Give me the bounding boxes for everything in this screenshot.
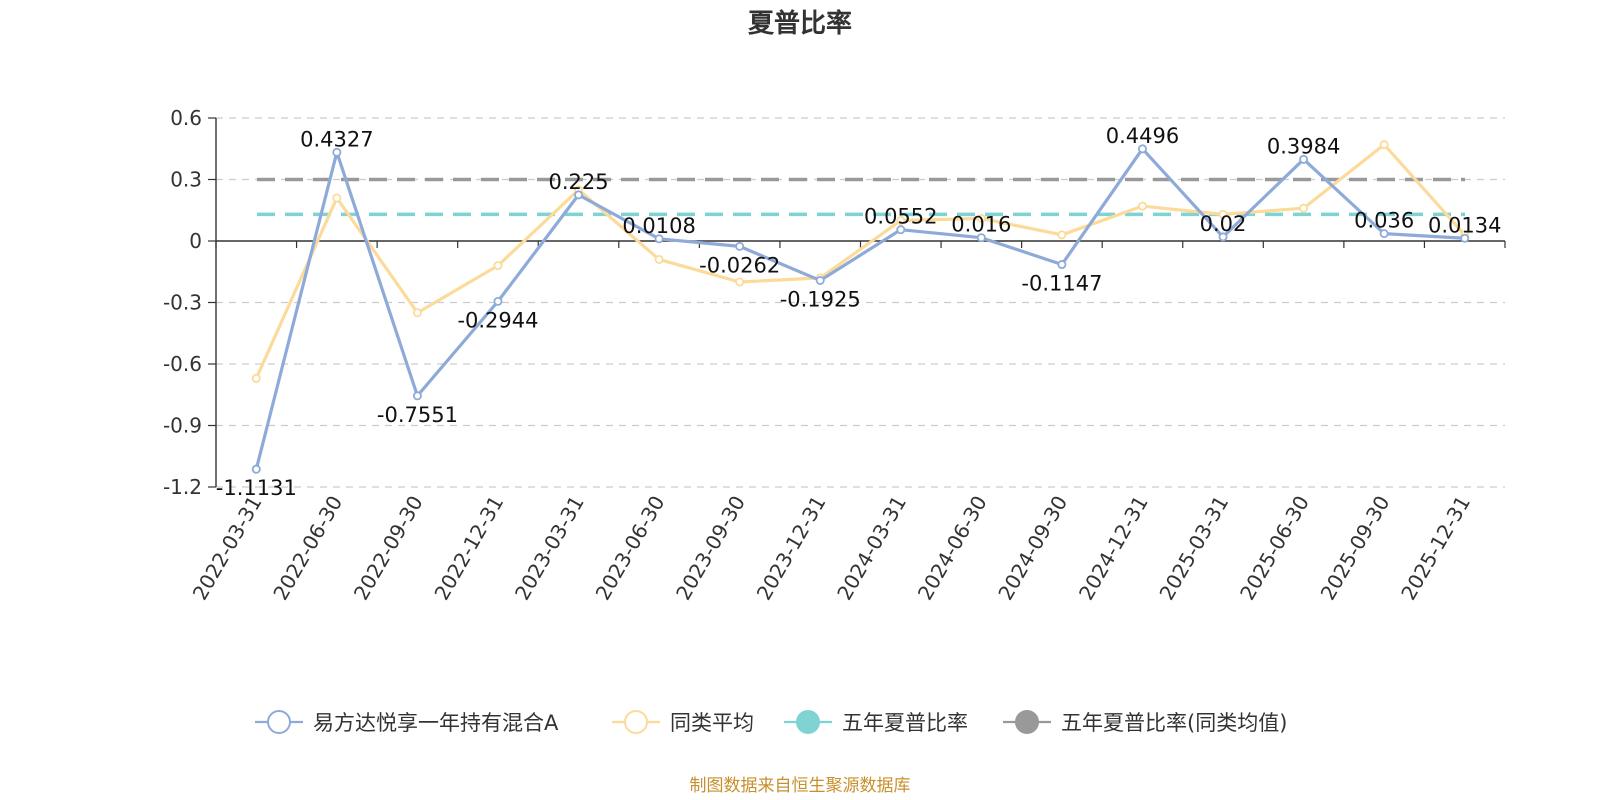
data-label: 0.036 xyxy=(1354,209,1414,233)
x-tick-label: 2022-03-31 xyxy=(188,492,267,605)
fund-point xyxy=(574,190,584,200)
x-tick-label: 2023-12-31 xyxy=(752,492,831,605)
fund-point xyxy=(493,296,503,306)
y-tick-label: 0.6 xyxy=(170,106,202,130)
x-tick-label: 2023-06-30 xyxy=(591,492,670,605)
x-tick-label: 2022-09-30 xyxy=(349,492,428,605)
data-label: -0.2944 xyxy=(457,308,538,332)
legend-marker-icon xyxy=(267,710,291,734)
legend-item[interactable]: 五年夏普比率(同类均值) xyxy=(1003,710,1287,735)
fund-point xyxy=(412,391,422,401)
x-tick-label: 2022-12-31 xyxy=(429,492,508,605)
fund-series-line xyxy=(254,147,1465,470)
fund-point xyxy=(1299,154,1309,164)
y-tick-label: 0.3 xyxy=(170,168,202,192)
peer-average-point xyxy=(251,373,261,383)
fund-point xyxy=(815,275,825,285)
data-labels: -1.11310.4327-0.7551-0.29440.2250.0108-0… xyxy=(216,124,1502,500)
peer-average-point xyxy=(896,215,906,225)
y-tick-label: 0 xyxy=(189,229,202,253)
data-label: 0.4496 xyxy=(1106,124,1179,148)
peer-average-point xyxy=(1057,230,1067,240)
x-tick-label: 2023-03-31 xyxy=(510,492,589,605)
data-label: 0.4327 xyxy=(300,127,373,151)
peer-average-point xyxy=(493,261,503,271)
data-label: 0.0134 xyxy=(1428,213,1501,237)
peer-average-point xyxy=(1299,203,1309,213)
peer-average-point xyxy=(1379,140,1389,150)
legend-label: 五年夏普比率(同类均值) xyxy=(1061,711,1287,735)
data-label: 0.016 xyxy=(951,213,1011,237)
peer-average-point xyxy=(1137,201,1147,211)
fund-point xyxy=(1379,229,1389,239)
legend-marker-icon xyxy=(796,710,820,734)
peer-average-point xyxy=(1218,209,1228,219)
data-label: -0.1925 xyxy=(780,287,861,311)
x-tick-label: 2024-03-31 xyxy=(832,492,911,605)
series-lines xyxy=(251,140,1470,474)
legend-label: 易方达悦享一年持有混合A xyxy=(313,711,559,735)
data-label: 0.3984 xyxy=(1267,134,1340,158)
legend-label: 同类平均 xyxy=(670,711,754,735)
legend-marker-icon xyxy=(624,710,648,734)
peer-average-point xyxy=(654,254,664,264)
x-tick-label: 2024-09-30 xyxy=(993,492,1072,605)
x-tick-label: 2022-06-30 xyxy=(268,492,347,605)
x-tick-label: 2025-12-31 xyxy=(1396,492,1475,605)
data-label: 0.02 xyxy=(1200,212,1247,236)
data-label: -0.1147 xyxy=(1021,272,1102,296)
fund-point xyxy=(735,241,745,251)
peer-average-point xyxy=(976,213,986,223)
peer-average-line xyxy=(254,143,1466,380)
y-tick-label: -0.3 xyxy=(163,291,202,315)
data-label: 0.225 xyxy=(548,170,608,194)
x-tick-label: 2025-06-30 xyxy=(1235,492,1314,605)
x-tick-label: 2025-03-31 xyxy=(1154,492,1233,605)
y-tick-label: -1.2 xyxy=(163,475,202,499)
x-tick-label: 2024-12-31 xyxy=(1074,492,1153,605)
fund-point xyxy=(1460,233,1470,243)
x-tick-label: 2024-06-30 xyxy=(913,492,992,605)
legend-marker-icon xyxy=(1015,710,1039,734)
fund-point xyxy=(976,233,986,243)
peer-average-point xyxy=(412,308,422,318)
fund-point xyxy=(1057,260,1067,270)
fund-point xyxy=(654,234,664,244)
legend-label: 五年夏普比率 xyxy=(842,711,968,735)
fund-point xyxy=(1137,144,1147,154)
legend-item[interactable]: 五年夏普比率 xyxy=(784,710,968,735)
x-tick-label: 2023-09-30 xyxy=(671,492,750,605)
data-label: -1.1131 xyxy=(216,476,297,500)
y-tick-label: -0.6 xyxy=(163,352,202,376)
data-label: 0.0108 xyxy=(622,214,695,238)
fund-point xyxy=(332,147,342,157)
peer-average-point xyxy=(735,277,745,287)
fund-point xyxy=(896,225,906,235)
peer-average-point xyxy=(332,193,342,203)
x-tick-label: 2025-09-30 xyxy=(1316,492,1395,605)
data-label: -0.7551 xyxy=(377,403,458,427)
legend-item[interactable]: 易方达悦享一年持有混合A xyxy=(255,710,559,735)
source-note: 制图数据来自恒生聚源数据库 xyxy=(690,776,911,796)
chart-title: 夏普比率 xyxy=(748,8,852,39)
reference-lines xyxy=(257,177,1465,217)
legend: 易方达悦享一年持有混合A 同类平均 五年夏普比率 五年夏普比率(同类均值) xyxy=(255,710,1287,735)
data-label: -0.0262 xyxy=(699,253,780,277)
legend-item[interactable]: 同类平均 xyxy=(612,710,754,735)
y-tick-label: -0.9 xyxy=(163,414,202,438)
fund-point xyxy=(1218,232,1228,242)
fund-point xyxy=(251,464,261,474)
data-label: 0.0552 xyxy=(864,205,937,229)
